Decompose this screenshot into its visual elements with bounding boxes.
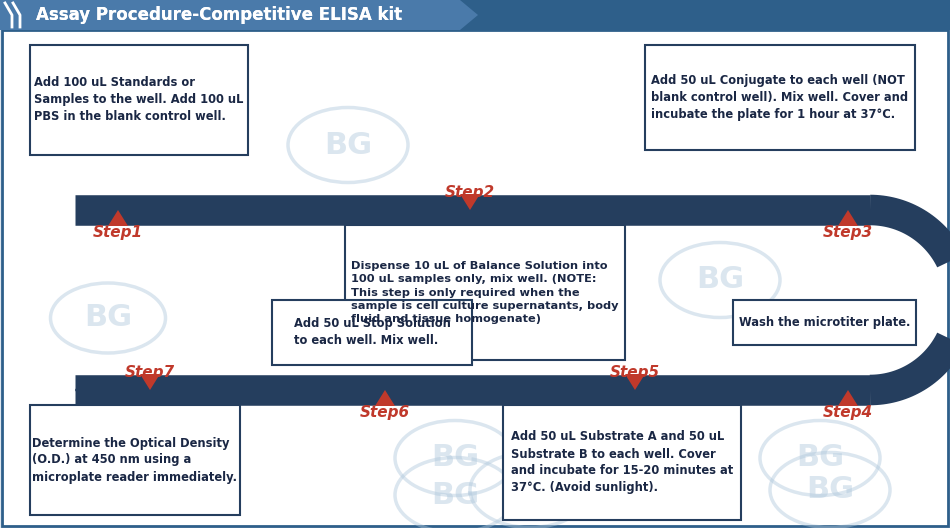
Text: Add 100 uL Standards or
Samples to the well. Add 100 uL
PBS in the blank control: Add 100 uL Standards or Samples to the w… (34, 77, 244, 124)
Text: BG: BG (324, 130, 372, 159)
Text: Determine the Optical Density
(O.D.) at 450 nm using a
microplate reader immedia: Determine the Optical Density (O.D.) at … (32, 437, 238, 484)
Polygon shape (838, 390, 858, 406)
Text: Assay Procedure-Competitive ELISA kit: Assay Procedure-Competitive ELISA kit (36, 6, 402, 24)
Text: BG: BG (506, 476, 554, 504)
Polygon shape (375, 390, 395, 406)
Polygon shape (0, 0, 478, 30)
FancyBboxPatch shape (345, 225, 625, 360)
Text: Step2: Step2 (445, 184, 495, 200)
Text: BG: BG (806, 476, 854, 504)
Polygon shape (0, 0, 28, 30)
Text: Step7: Step7 (125, 364, 175, 380)
Text: BG: BG (431, 480, 479, 510)
FancyBboxPatch shape (272, 300, 472, 365)
Text: BG: BG (796, 444, 844, 473)
Polygon shape (838, 210, 858, 226)
Text: Step5: Step5 (610, 364, 660, 380)
Text: BG: BG (431, 444, 479, 473)
Text: Dispense 10 uL of Balance Solution into
100 uL samples only, mix well. (NOTE:
Th: Dispense 10 uL of Balance Solution into … (352, 261, 618, 324)
FancyBboxPatch shape (2, 30, 948, 526)
Polygon shape (460, 194, 480, 210)
Text: BG: BG (696, 266, 744, 295)
Text: Step1: Step1 (93, 224, 143, 240)
Polygon shape (108, 210, 128, 226)
FancyBboxPatch shape (30, 45, 248, 155)
Text: BG: BG (84, 304, 132, 333)
Text: Step3: Step3 (823, 224, 873, 240)
Text: Step6: Step6 (360, 404, 410, 420)
Text: Wash the microtiter plate.: Wash the microtiter plate. (739, 316, 910, 329)
FancyBboxPatch shape (503, 405, 741, 520)
Text: Assay Procedure-Competitive ELISA kit: Assay Procedure-Competitive ELISA kit (36, 6, 402, 24)
FancyBboxPatch shape (30, 405, 240, 515)
Polygon shape (140, 374, 160, 390)
Polygon shape (625, 374, 645, 390)
FancyBboxPatch shape (733, 300, 916, 345)
FancyBboxPatch shape (0, 0, 950, 30)
FancyBboxPatch shape (645, 45, 915, 150)
Text: BG: BG (84, 444, 132, 473)
Text: Add 50 uL Substrate A and 50 uL
Substrate B to each well. Cover
and incubate for: Add 50 uL Substrate A and 50 uL Substrat… (511, 430, 733, 495)
Text: Add 50 uL Stop Solution
to each well. Mix well.: Add 50 uL Stop Solution to each well. Mi… (294, 317, 450, 347)
Text: Add 50 uL Conjugate to each well (NOT
blank control well). Mix well. Cover and
i: Add 50 uL Conjugate to each well (NOT bl… (652, 74, 908, 121)
Text: Step4: Step4 (823, 404, 873, 420)
